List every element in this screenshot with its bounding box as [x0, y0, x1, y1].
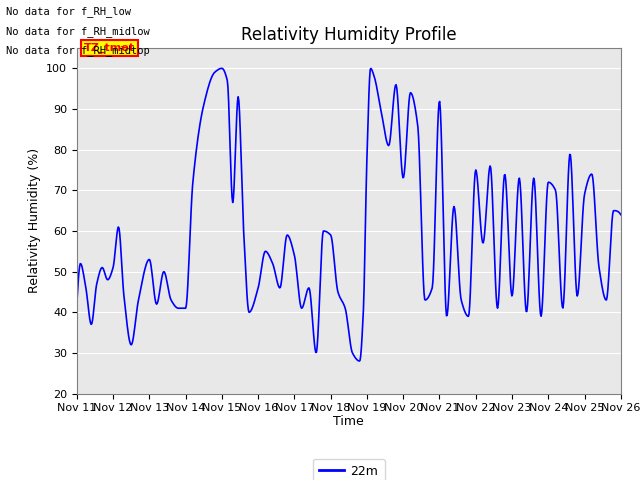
Y-axis label: Relativity Humidity (%): Relativity Humidity (%): [28, 148, 40, 293]
Text: No data for f_RH_low: No data for f_RH_low: [6, 6, 131, 17]
Text: No data for f_RH_midtop: No data for f_RH_midtop: [6, 45, 150, 56]
X-axis label: Time: Time: [333, 415, 364, 428]
Text: TZ_tmet: TZ_tmet: [84, 43, 135, 53]
Legend: 22m: 22m: [313, 458, 385, 480]
Title: Relativity Humidity Profile: Relativity Humidity Profile: [241, 25, 456, 44]
Text: No data for f_RH_midlow: No data for f_RH_midlow: [6, 25, 150, 36]
